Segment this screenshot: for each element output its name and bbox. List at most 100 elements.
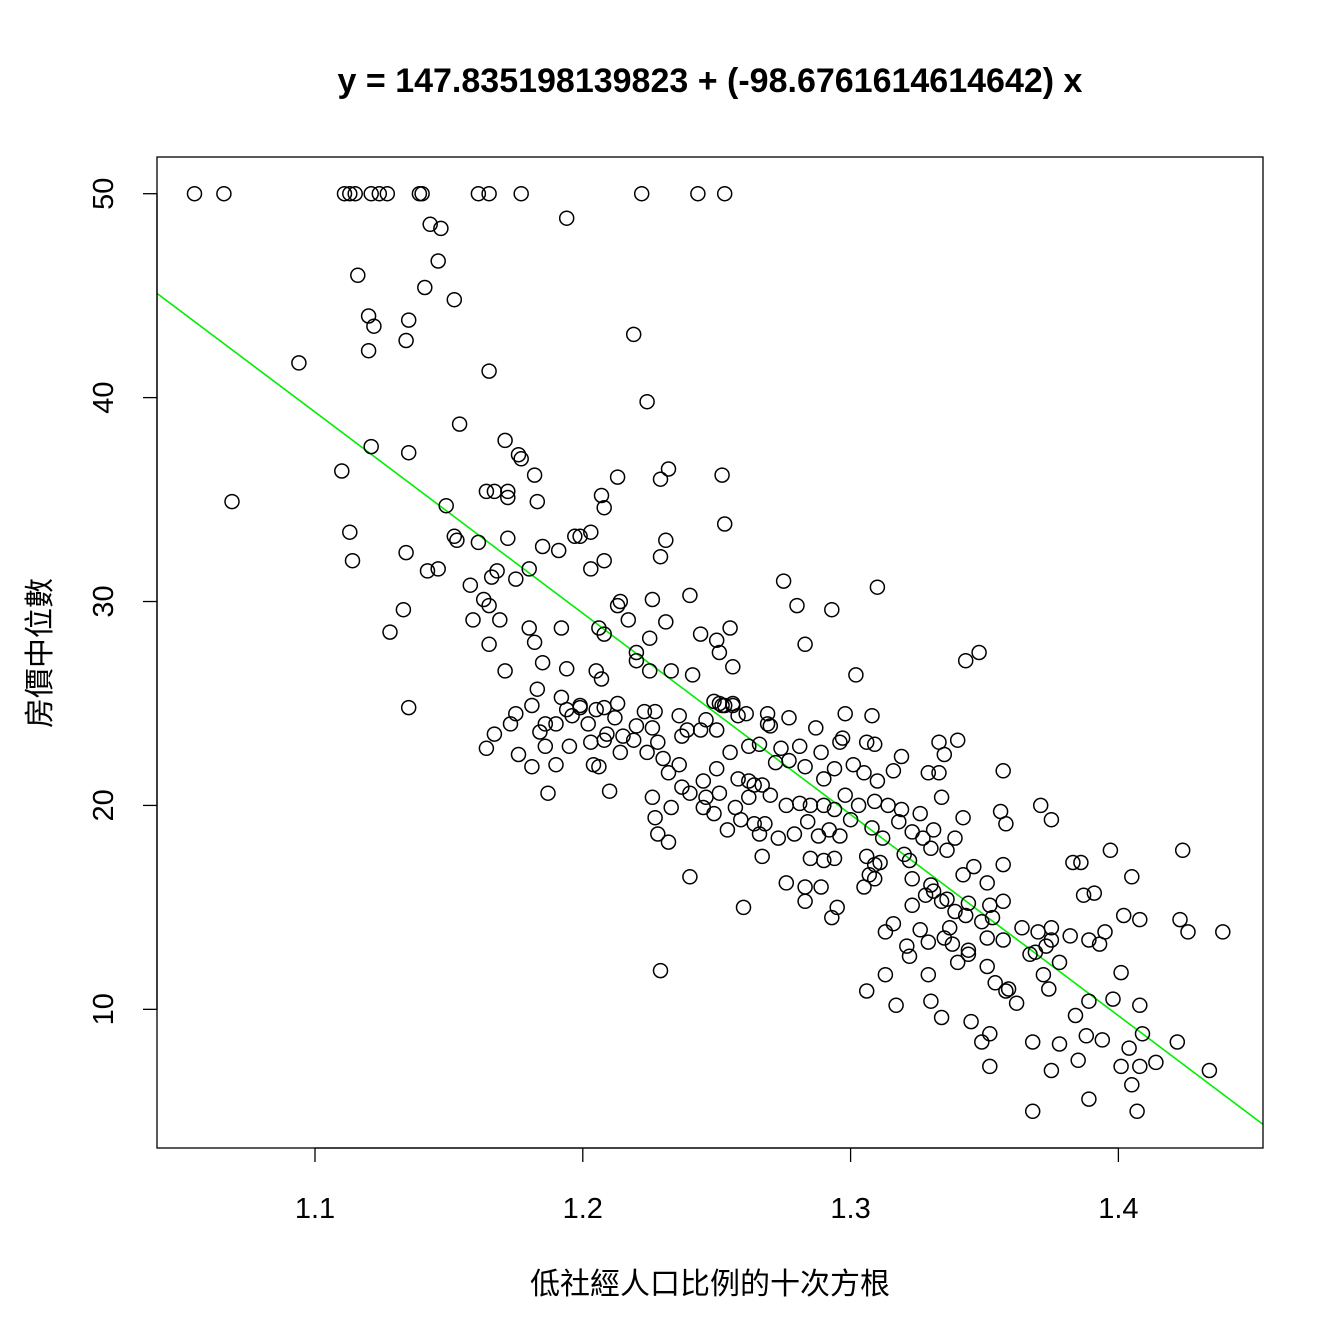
data-point (786, 826, 803, 842)
data-point (754, 848, 770, 865)
data-point (751, 826, 768, 842)
data-point (730, 771, 746, 787)
data-point (510, 446, 527, 463)
data-point (360, 342, 377, 359)
data-point (858, 734, 875, 750)
data-point (521, 561, 537, 577)
data-point (417, 279, 433, 296)
data-point (342, 185, 358, 202)
data-point (746, 777, 762, 793)
data-point (521, 620, 537, 636)
data-point (716, 516, 733, 532)
data-point (690, 185, 706, 202)
data-point (492, 612, 508, 628)
plot-area (156, 156, 1264, 1149)
data-point (347, 185, 363, 202)
data-point (824, 601, 840, 618)
data-point (615, 728, 631, 744)
data-point (1094, 1032, 1111, 1048)
data-point (674, 728, 690, 744)
data-point (398, 332, 414, 349)
data-point (1043, 1062, 1060, 1079)
data-point (1132, 1058, 1148, 1075)
data-point (759, 705, 776, 722)
data-point (1129, 1103, 1145, 1120)
data-point (400, 444, 417, 461)
y-axis-label: 房價中位數 (23, 578, 58, 728)
data-point (904, 897, 920, 914)
data-point (336, 185, 353, 202)
data-point (572, 697, 588, 714)
data-point (695, 773, 712, 789)
data-point (759, 716, 776, 732)
data-point (609, 695, 626, 712)
data-point (719, 822, 736, 838)
data-point (963, 1013, 979, 1030)
data-point (995, 932, 1011, 948)
data-point (497, 663, 513, 679)
data-point (548, 756, 564, 773)
data-point (644, 789, 661, 806)
data-point (1174, 842, 1191, 859)
data-point (706, 805, 722, 822)
data-point (1024, 1103, 1041, 1120)
data-point (398, 544, 414, 561)
data-point (679, 722, 695, 738)
data-point (636, 703, 653, 720)
data-point (864, 820, 880, 836)
data-point (912, 922, 928, 938)
data-point (591, 758, 607, 775)
data-point (762, 718, 779, 734)
data-point (1043, 811, 1060, 828)
data-point (791, 795, 808, 812)
data-point (781, 752, 797, 769)
data-point (1113, 1058, 1129, 1075)
data-point (593, 487, 610, 504)
data-point (1121, 1040, 1137, 1056)
data-point (832, 734, 848, 750)
data-point (799, 813, 816, 830)
data-point (936, 746, 953, 763)
data-point (960, 895, 977, 912)
data-point (722, 744, 738, 761)
data-point (625, 732, 642, 748)
data-point (920, 765, 937, 781)
data-point (856, 765, 872, 781)
data-point (550, 542, 567, 559)
data-point (966, 858, 982, 875)
data-point (837, 787, 853, 803)
data-point (901, 852, 918, 869)
data-point (478, 740, 495, 757)
data-point (808, 720, 824, 736)
data-point (400, 699, 417, 716)
data-point (711, 644, 728, 661)
data-point (850, 797, 867, 814)
data-point (1081, 1091, 1097, 1107)
data-point (920, 966, 937, 983)
data-point (216, 185, 232, 202)
data-point (869, 773, 886, 789)
data-point (1124, 1077, 1140, 1093)
y-tick-label: 30 (88, 585, 120, 617)
data-point (933, 789, 950, 806)
data-point (778, 797, 795, 814)
data-point (1067, 1007, 1084, 1024)
data-point (625, 326, 642, 343)
data-point (939, 842, 955, 859)
data-point (1070, 1052, 1086, 1069)
data-point (596, 499, 612, 516)
data-point (363, 438, 379, 455)
data-point (974, 913, 990, 930)
data-points (186, 185, 1231, 1120)
data-point (877, 966, 894, 983)
chart-title: y = 147.835198139823 + (-98.676161461464… (338, 62, 1083, 100)
data-point (567, 528, 583, 545)
data-point (816, 852, 832, 869)
data-point (588, 701, 604, 718)
data-point (486, 483, 503, 500)
data-point (502, 716, 519, 732)
data-point (904, 871, 920, 887)
data-point (872, 854, 888, 871)
data-point (609, 597, 626, 614)
data-point (1113, 964, 1129, 981)
